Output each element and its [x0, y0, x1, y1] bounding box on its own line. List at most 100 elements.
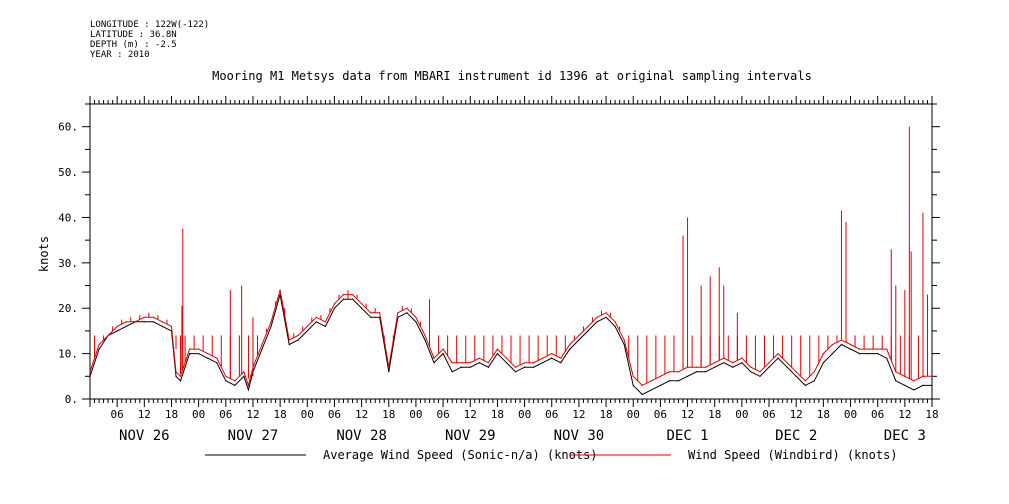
series-1-point: [849, 343, 852, 346]
year-label: YEAR : 2010: [90, 50, 150, 60]
series-1-point: [542, 357, 544, 359]
x-hour-label: 18: [817, 408, 830, 421]
series-1-point: [931, 375, 933, 377]
series-1-point: [732, 362, 734, 364]
series-0-point: [342, 298, 345, 300]
series-1-point: [370, 312, 372, 314]
chart-title: Mooring M1 Metsys data from MBARI instru…: [212, 69, 812, 83]
series-1-point: [505, 357, 508, 359]
series-1-point: [469, 362, 471, 364]
series-1-point: [342, 294, 345, 296]
series-1-point: [677, 371, 680, 373]
series-0-point: [741, 362, 743, 364]
series-0-point: [641, 393, 643, 396]
series-1-point: [442, 348, 444, 350]
series-0-point: [623, 343, 625, 346]
x-hour-label: 06: [871, 408, 884, 421]
x-hour-label: 12: [572, 408, 585, 421]
x-hour-label: 18: [274, 408, 287, 421]
series-0-point: [614, 325, 616, 327]
series-1-point: [388, 366, 390, 368]
series-1-point: [605, 312, 607, 314]
series-0-point: [705, 371, 707, 373]
series-1-point: [759, 371, 761, 373]
x-hour-label: 18: [708, 408, 721, 421]
series-1-point: [216, 357, 218, 359]
series-1-point: [623, 339, 625, 341]
latitude-label: LATITUDE : 36.8N: [90, 30, 177, 40]
series-0-point: [831, 353, 834, 355]
series-0-point: [207, 357, 209, 359]
x-hour-label: 18: [925, 408, 938, 421]
series-1-point: [415, 316, 417, 318]
series-1-point: [379, 312, 381, 314]
series-1-point: [596, 316, 598, 318]
series-1-point: [170, 325, 173, 327]
x-hour-label: 18: [491, 408, 504, 421]
series-1-point: [858, 348, 861, 350]
legend-label-windbird: Wind Speed (Windbird) (knots): [688, 448, 898, 462]
series-0-point: [569, 348, 571, 350]
series-1-point: [125, 321, 127, 323]
y-tick-label: 20.: [58, 302, 78, 315]
series-0-point: [877, 353, 879, 355]
x-day-label: NOV 30: [554, 428, 605, 444]
legend: Average Wind Speed (Sonic-n/a) (knots) W…: [205, 448, 898, 462]
series-0-point: [469, 366, 471, 368]
series-0-point: [188, 353, 191, 355]
series-1-point: [705, 366, 707, 368]
series-1-point: [297, 334, 299, 337]
series-0-point: [605, 316, 607, 318]
series-0-point: [596, 321, 598, 323]
x-hour-label: 00: [301, 408, 314, 421]
series-1-point: [179, 375, 182, 377]
series-0-point: [732, 366, 734, 368]
series-1-point: [175, 371, 177, 373]
series-1-point: [496, 348, 499, 350]
series-1-point: [225, 375, 227, 377]
series-0-point: [686, 375, 689, 377]
series-1-line: [89, 289, 932, 388]
series-0-point: [759, 375, 761, 377]
series-1-point: [822, 353, 824, 355]
series-0-point: [234, 384, 236, 386]
series-0-point: [324, 325, 326, 327]
x-hour-label: 06: [436, 408, 449, 421]
series-layer: [89, 126, 933, 396]
series-1-point: [288, 339, 290, 341]
series-0-point: [931, 384, 933, 386]
x-hour-label: 12: [355, 408, 368, 421]
series-0-point: [175, 375, 177, 377]
depth-label: DEPTH (m) : -2.5: [90, 40, 177, 50]
series-0-point: [858, 353, 861, 355]
series-0-point: [247, 389, 250, 391]
series-1-point: [397, 312, 399, 314]
series-1-point: [424, 334, 426, 337]
x-hour-label: 06: [545, 408, 558, 421]
series-0-point: [714, 366, 716, 368]
series-1-point: [460, 362, 462, 364]
series-0-point: [696, 371, 698, 373]
series-0-point: [216, 362, 218, 364]
x-hour-label: 00: [192, 408, 205, 421]
x-day-label: NOV 28: [336, 428, 387, 444]
series-0-point: [786, 366, 788, 368]
y-axis-label: knots: [37, 236, 51, 272]
series-0-point: [560, 362, 562, 364]
series-0-point: [804, 384, 806, 386]
series-0-point: [406, 312, 408, 314]
series-1-point: [650, 380, 652, 382]
series-1-point: [659, 375, 661, 377]
y-tick-label: 60.: [58, 121, 78, 134]
x-hour-label: 18: [599, 408, 612, 421]
series-1-point: [768, 362, 770, 364]
x-hour-label: 12: [681, 408, 694, 421]
series-1-point: [560, 357, 562, 359]
series-1-point: [487, 362, 489, 364]
x-axis: 06 12 18 00 06 12 18 00 06 12 18 00 06 12 18 00 06 12 18 00…: [89, 96, 939, 444]
series-0-point: [632, 384, 634, 386]
series-0-point: [659, 384, 661, 386]
series-0-point: [460, 366, 462, 368]
series-0-line: [89, 294, 932, 396]
series-1-point: [188, 348, 191, 350]
